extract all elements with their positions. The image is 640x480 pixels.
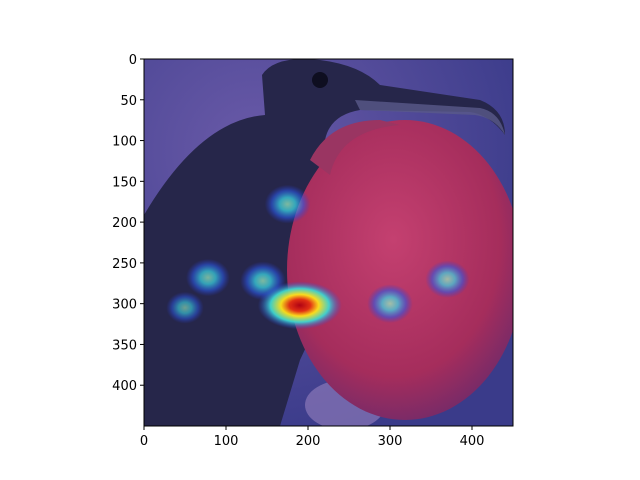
- heatmap-hotspot: [264, 184, 311, 224]
- y-tick-label: 50: [120, 94, 137, 109]
- x-tick-label: 200: [296, 434, 321, 449]
- x-tick-label: 300: [378, 434, 403, 449]
- x-tick-label: 0: [140, 434, 148, 449]
- y-tick-label: 400: [112, 379, 137, 394]
- throat-pouch: [287, 120, 513, 420]
- axes-frame: [143, 58, 514, 427]
- y-tick-label: 250: [112, 257, 137, 272]
- y-tick-label: 0: [129, 53, 137, 68]
- heatmap-hotspot: [166, 291, 204, 324]
- heatmap-hotspot: [367, 284, 413, 324]
- heatmap-hotspot: [185, 258, 230, 297]
- bird-eye: [312, 72, 328, 88]
- x-tick-label: 100: [214, 434, 239, 449]
- y-tick-label: 200: [112, 216, 137, 231]
- heatmap-hotspot: [257, 281, 342, 330]
- x-tick-label: 400: [460, 434, 485, 449]
- x-axis: 0 100 200 300 400: [140, 426, 485, 449]
- heatmap-hotspot: [425, 260, 470, 298]
- y-tick-label: 150: [112, 175, 137, 190]
- y-tick-label: 300: [112, 298, 137, 313]
- y-axis: 0 50 100 150 200 250 300 350 400: [112, 53, 144, 394]
- heatmap-image: [144, 59, 513, 426]
- heatmap-hotspots: [166, 184, 470, 330]
- y-tick-label: 100: [112, 135, 137, 150]
- y-tick-label: 350: [112, 338, 137, 353]
